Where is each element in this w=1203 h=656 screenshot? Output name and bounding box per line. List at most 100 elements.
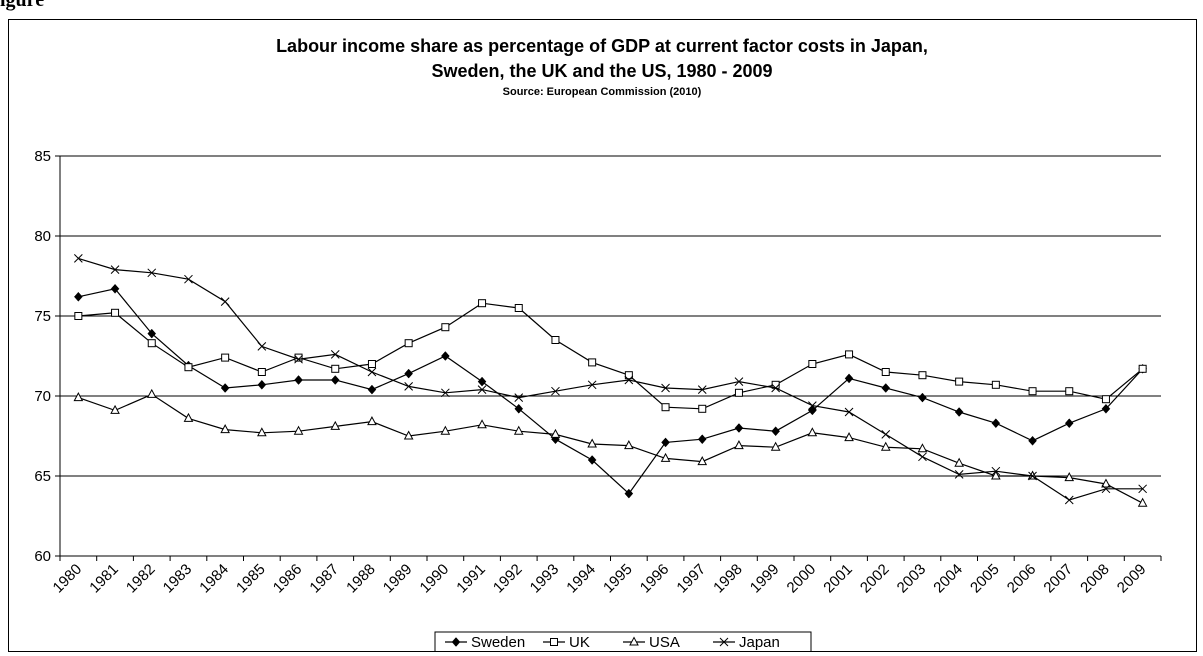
data-point <box>991 380 1000 389</box>
data-point <box>844 373 854 384</box>
data-point <box>844 432 854 442</box>
data-point <box>451 637 461 647</box>
x-tick-label: 2004 <box>930 561 966 597</box>
data-point <box>330 375 340 385</box>
data-point <box>698 404 707 413</box>
data-point <box>1137 497 1148 507</box>
x-tick-label: 1995 <box>600 561 636 597</box>
series-line <box>78 393 1143 504</box>
data-point <box>629 636 639 646</box>
data-point <box>808 360 817 368</box>
legend-item-sweden: Sweden <box>445 634 525 651</box>
data-point <box>771 426 780 437</box>
x-tick-label: 1982 <box>123 561 159 597</box>
chart-title: Labour income share as percentage of GDP… <box>276 36 928 56</box>
data-point <box>660 452 671 462</box>
data-point <box>1138 364 1147 373</box>
data-point <box>404 368 413 379</box>
data-point <box>954 470 964 479</box>
data-point <box>1101 395 1110 404</box>
x-tick-labels: 1980 1981 1982 1983 1984 1985 1986 1987 1988 1989… <box>50 561 1150 597</box>
data-point <box>331 364 340 373</box>
x-tick-label: 1989 <box>380 561 416 597</box>
x-tick-label: 1985 <box>233 561 269 597</box>
y-tick-label: 60 <box>34 548 51 565</box>
data-point <box>624 488 634 499</box>
data-point <box>221 353 230 362</box>
data-point <box>917 443 928 453</box>
series-usa <box>73 388 1148 507</box>
data-point <box>294 354 303 364</box>
data-point <box>74 291 83 302</box>
x-tick-label: 1996 <box>637 561 673 597</box>
data-point <box>807 401 817 410</box>
data-point <box>550 638 558 646</box>
chart-title-line2: Sweden, the UK and the US, 1980 - 2009 <box>431 61 772 81</box>
data-point <box>991 466 1001 476</box>
data-point <box>844 407 854 417</box>
y-tick-label: 70 <box>34 388 51 405</box>
data-point <box>588 358 597 367</box>
x-tick-label: 1991 <box>453 561 489 597</box>
data-point <box>257 368 266 376</box>
data-point <box>294 353 303 362</box>
y-tick-label: 85 <box>34 148 51 165</box>
data-point <box>478 299 487 308</box>
data-point <box>918 452 927 462</box>
x-tick-label: 2000 <box>784 561 820 597</box>
data-point <box>880 441 891 451</box>
data-point <box>257 379 267 390</box>
data-point <box>514 304 523 312</box>
data-point <box>220 424 230 434</box>
data-point <box>550 428 561 438</box>
x-tick-label: 2002 <box>857 561 893 597</box>
data-point <box>551 336 560 344</box>
data-point <box>403 430 414 440</box>
series <box>73 254 1148 507</box>
data-point <box>770 441 781 451</box>
data-point <box>1064 418 1074 429</box>
x-tick-label: 1984 <box>196 561 232 597</box>
data-point <box>719 637 729 647</box>
data-point <box>514 393 524 402</box>
x-tick-label: 2009 <box>1114 561 1150 597</box>
data-point <box>771 383 781 393</box>
data-point <box>587 455 597 465</box>
data-point <box>661 403 670 412</box>
x-tick-label: 1988 <box>343 561 379 597</box>
data-point <box>110 283 120 294</box>
x-tick-label: 1992 <box>490 561 526 597</box>
data-point <box>294 375 303 385</box>
data-point <box>624 371 633 380</box>
data-point <box>697 456 708 466</box>
legend-item-japan: Japan <box>713 634 780 651</box>
y-tick-label: 75 <box>34 308 51 325</box>
data-point <box>477 376 487 387</box>
data-point <box>257 342 267 351</box>
axes <box>55 155 1162 561</box>
data-point <box>1028 387 1037 396</box>
data-point <box>74 312 83 320</box>
x-tick-label: 2007 <box>1040 561 1076 597</box>
data-point <box>918 371 927 380</box>
line-chart: Labour income share as percentage of GDP… <box>34 36 1162 651</box>
data-point <box>513 425 524 435</box>
legend-item-usa: USA <box>623 634 680 651</box>
data-point <box>220 383 230 393</box>
data-point <box>697 385 707 394</box>
data-point <box>734 440 744 450</box>
chart-frame: Labour income share as percentage of GDP… <box>8 19 1197 652</box>
data-point <box>440 388 450 398</box>
data-point <box>587 380 597 390</box>
x-tick-label: 1997 <box>673 561 709 597</box>
x-tick-label: 2008 <box>1077 561 1113 597</box>
y-tick-label: 80 <box>34 228 51 245</box>
data-point <box>954 407 964 417</box>
x-tick-label: 2005 <box>967 561 1003 597</box>
data-point <box>1028 435 1037 446</box>
data-point <box>1028 471 1037 481</box>
data-point <box>146 388 157 398</box>
data-point <box>918 392 927 403</box>
data-point <box>845 350 854 359</box>
data-point <box>1101 403 1111 414</box>
